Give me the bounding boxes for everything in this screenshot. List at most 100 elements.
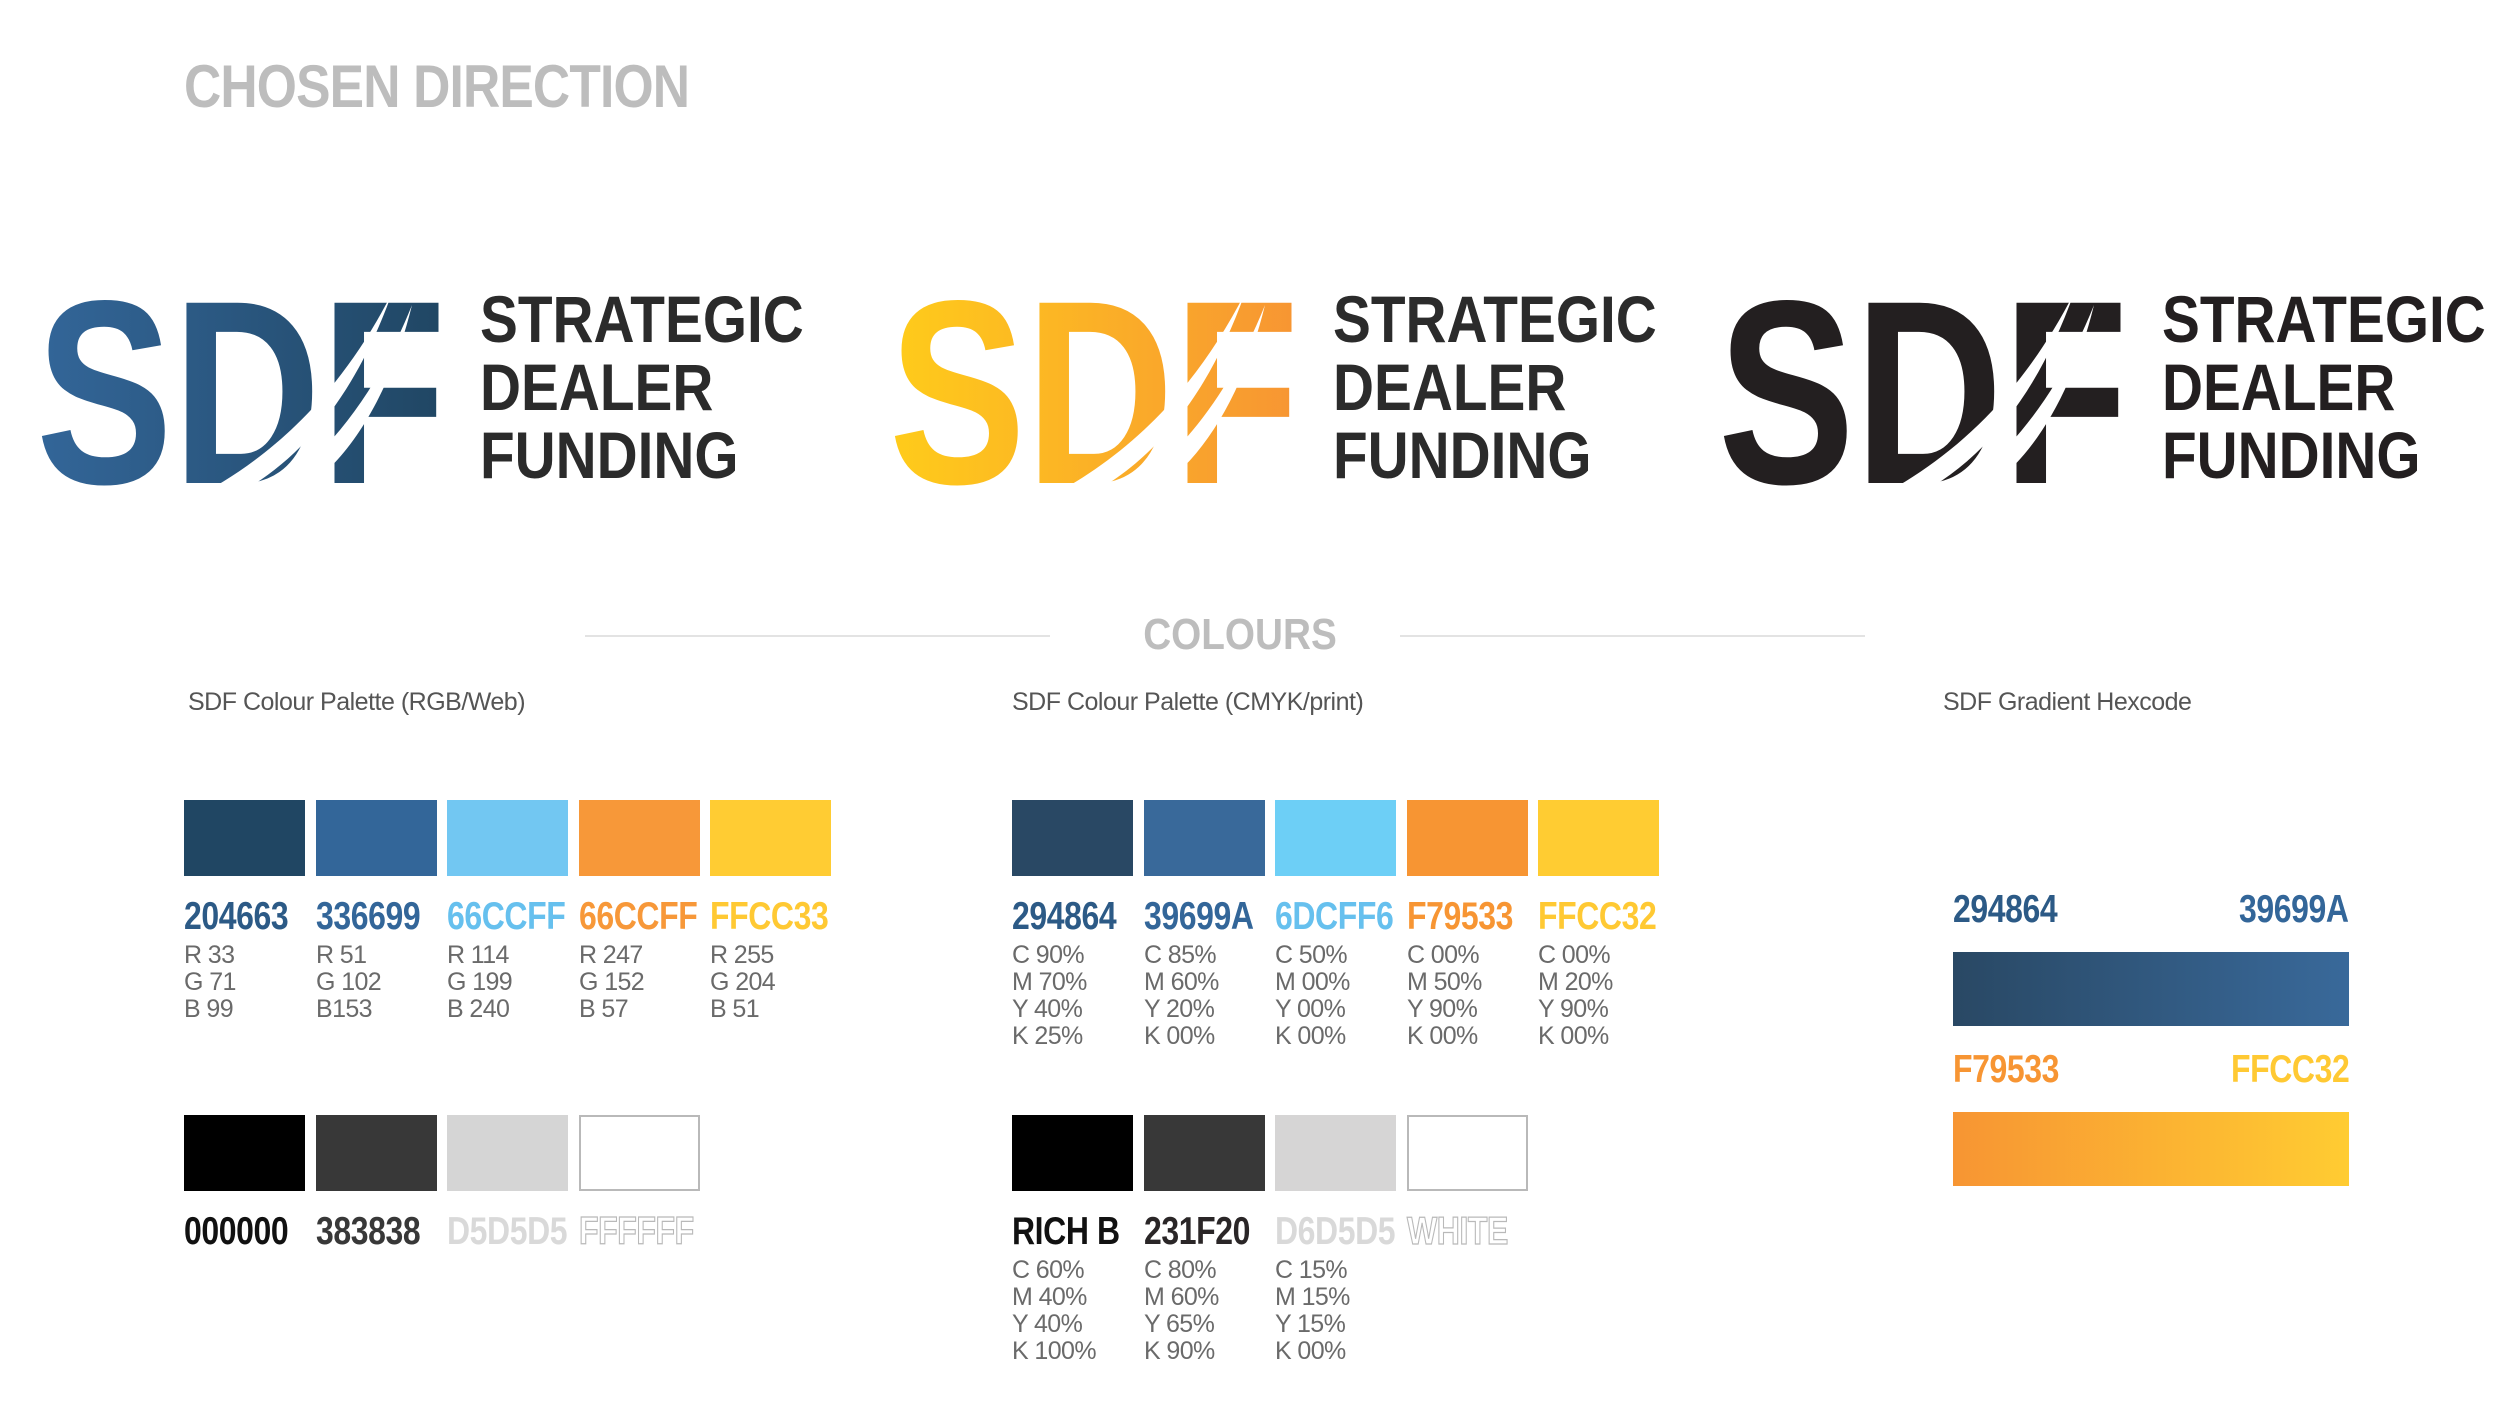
colour-values: C 85% M 60% Y 20% K 00% [1144, 942, 1219, 1050]
logo-mark: SDF [893, 285, 1299, 505]
colour-value: M 60% [1144, 968, 1219, 996]
colour-swatch [316, 800, 437, 876]
colour-swatch [1407, 800, 1528, 876]
hex-label: RICH B [1012, 1210, 1120, 1253]
colour-value: M 15% [1275, 1283, 1350, 1311]
divider-left [585, 635, 1050, 637]
logo-black: SDF STRATEGIC DEALER FUNDING [1722, 285, 2500, 505]
colour-value: Y 20% [1144, 995, 1215, 1023]
colour-value: B 57 [579, 995, 629, 1023]
colour-swatch [579, 800, 700, 876]
gradient-title: SDF Gradient Hexcode [1943, 688, 2192, 716]
colour-value: Y 40% [1012, 1310, 1083, 1338]
colour-value: G 152 [579, 968, 645, 996]
colour-swatch [184, 1115, 305, 1191]
gradient-start-label: F79533 [1953, 1048, 2060, 1091]
colour-value: K 100% [1012, 1337, 1097, 1365]
logo-yellow: SDF STRATEGIC DEALER FUNDING [893, 285, 1713, 505]
colour-value: C 50% [1275, 941, 1348, 969]
hex-label: D6D5D5 [1275, 1210, 1396, 1253]
rgb-primary-swatches: 204663 R 33 G 71 B 99 336699 R 51 G 102 B153 66C… [184, 800, 884, 1060]
colour-swatch [447, 1115, 568, 1191]
gradient-bar [1953, 952, 2349, 1026]
colour-values: C 00% M 20% Y 90% K 00% [1538, 942, 1613, 1050]
gradient-swatches: 294864 39699A F79533 FFCC32 [1953, 890, 2353, 1210]
colour-value: C 60% [1012, 1256, 1085, 1284]
hex-label: WHITE [1406, 1210, 1508, 1253]
hex-label: 231F20 [1144, 1210, 1251, 1253]
colour-values: C 80% M 60% Y 65% K 90% [1144, 1257, 1219, 1365]
colour-value: G 102 [316, 968, 382, 996]
logo-mark: SDF [1722, 285, 2128, 505]
hex-label: 66CCFF [579, 895, 698, 938]
colour-value: K 00% [1275, 1022, 1346, 1050]
colour-value: K 00% [1144, 1022, 1215, 1050]
rgb-neutral-swatches: 000000 383838 D5D5D5 FFFFFF [184, 1115, 884, 1275]
colour-value: M 50% [1407, 968, 1482, 996]
divider-right [1400, 635, 1865, 637]
colour-value: G 71 [184, 968, 236, 996]
cmyk-palette-title: SDF Colour Palette (CMYK/print) [1012, 688, 1364, 716]
colour-value: M 40% [1012, 1283, 1087, 1311]
colour-values: C 15% M 15% Y 15% K 00% [1275, 1257, 1350, 1365]
colour-values: C 50% M 00% Y 00% K 00% [1275, 942, 1350, 1050]
hex-label: FFFFFF [578, 1210, 694, 1253]
colour-swatch [1012, 800, 1133, 876]
logo-wordmark: STRATEGIC DEALER FUNDING [1333, 282, 1657, 492]
hex-label: 6DCFF6 [1275, 895, 1394, 938]
colour-values: C 60% M 40% Y 40% K 100% [1012, 1256, 1097, 1365]
colour-values: R 114 G 199 B 240 [447, 941, 513, 1023]
colour-swatch [710, 800, 831, 876]
colour-values: R 247 G 152 B 57 [579, 942, 645, 1023]
colour-swatch [1012, 1115, 1133, 1191]
hex-label: 66CCFF [447, 895, 566, 938]
colour-value: C 90% [1012, 941, 1085, 969]
colour-value: B 240 [447, 995, 510, 1023]
colour-value: Y 40% [1012, 995, 1083, 1023]
colour-value: G 204 [710, 968, 776, 996]
colour-value: M 70% [1012, 968, 1087, 996]
logo-mark: SDF [40, 285, 446, 505]
logo-wordmark: STRATEGIC DEALER FUNDING [480, 282, 804, 492]
colour-value: R 255 [710, 941, 774, 969]
colour-swatch [1275, 800, 1396, 876]
colour-values: R 255 G 204 B 51 [710, 941, 776, 1023]
colour-value: B 99 [184, 995, 234, 1023]
hex-label: 383838 [316, 1210, 421, 1253]
rgb-palette-title: SDF Colour Palette (RGB/Web) [188, 688, 526, 716]
colour-swatch [579, 1115, 700, 1191]
colour-value: K 00% [1275, 1337, 1346, 1365]
colour-value: C 15% [1275, 1256, 1348, 1284]
colour-swatch [316, 1115, 437, 1191]
colour-values: C 00% M 50% Y 90% K 00% [1407, 942, 1482, 1050]
colour-value: K 90% [1144, 1337, 1215, 1365]
colour-value: K 00% [1538, 1022, 1609, 1050]
colour-values: C 90% M 70% Y 40% K 25% [1012, 942, 1087, 1050]
colour-value: G 199 [447, 968, 513, 996]
colour-value: C 80% [1144, 1256, 1217, 1284]
colour-value: R 114 [447, 941, 509, 969]
colour-swatch [1144, 1115, 1265, 1191]
colour-values: R 51 G 102 B153 [316, 941, 382, 1023]
hex-label: 000000 [184, 1210, 289, 1253]
logo-wordmark: STRATEGIC DEALER FUNDING [2162, 282, 2486, 492]
gradient-start-label: 294864 [1953, 888, 2058, 931]
colour-value: R 33 [184, 941, 235, 969]
colour-value: B 51 [710, 995, 760, 1023]
hex-label: FFCC32 [1538, 895, 1657, 938]
colour-swatch [1275, 1115, 1396, 1191]
colour-value: Y 90% [1407, 995, 1478, 1023]
page-title: CHOSEN DIRECTION [184, 53, 690, 120]
colour-value: Y 15% [1275, 1310, 1346, 1338]
colour-swatch [184, 800, 305, 876]
hex-label: 294864 [1012, 895, 1117, 938]
gradient-end-label: FFCC32 [2230, 1048, 2350, 1091]
colour-values: R 33 G 71 B 99 [184, 942, 236, 1023]
hex-label: 204663 [184, 895, 289, 938]
colour-value: Y 90% [1538, 995, 1609, 1023]
gradient-bar [1953, 1112, 2349, 1186]
colour-value: Y 00% [1275, 995, 1346, 1023]
colour-value: R 51 [316, 941, 367, 969]
hex-label: 39699A [1144, 895, 1254, 938]
